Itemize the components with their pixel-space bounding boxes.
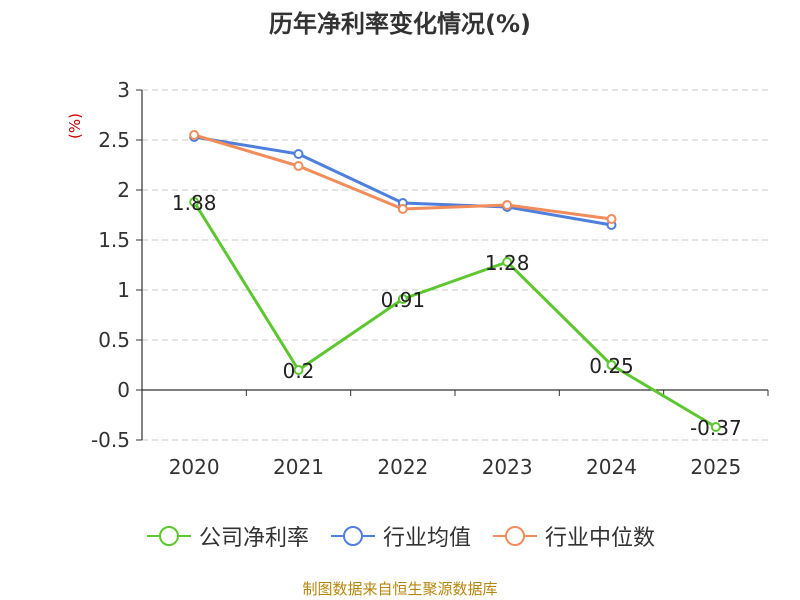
y-tick-label: -0.5: [91, 428, 130, 452]
data-point[interactable]: [189, 197, 200, 207]
legend-item[interactable]: 公司净利率: [145, 520, 309, 552]
data-point[interactable]: [397, 294, 408, 304]
x-tick-label: 2023: [482, 455, 533, 479]
line-chart: 32.521.510.50-0.5 2020 2021 2022 2023 2024 20…: [66, 78, 769, 479]
x-tick-label: 2025: [690, 455, 741, 479]
legend-item[interactable]: 行业均值: [329, 520, 471, 552]
legend-marker-icon: [330, 526, 375, 546]
legend-marker-icon: [493, 526, 537, 546]
y-tick-label: 1: [117, 278, 130, 302]
data-labels: 1.88 0.2 0.91 1.28 0.25 -0.37: [172, 191, 742, 440]
x-axis-ticks: 2020 2021 2022 2023 2024 2025: [141, 390, 769, 479]
y-tick-label: 2: [117, 178, 130, 202]
series-points: [189, 130, 721, 432]
data-point[interactable]: [293, 149, 304, 159]
y-tick-label: 1.5: [98, 228, 130, 252]
series-lines: [192, 133, 717, 429]
y-tick-label: 0.5: [98, 328, 130, 352]
x-tick-label: 2021: [273, 455, 324, 479]
data-point[interactable]: [293, 365, 304, 375]
data-label: 1.88: [172, 191, 217, 215]
data-point[interactable]: [606, 360, 617, 370]
data-label: 0.91: [381, 288, 426, 312]
legend-label: 公司净利率: [198, 526, 309, 551]
y-tick-label: 2.5: [98, 128, 130, 152]
legend-marker-icon: [146, 526, 191, 546]
data-point[interactable]: [189, 130, 200, 140]
x-tick-label: 2022: [377, 455, 428, 479]
data-label: 0.2: [283, 359, 315, 383]
y-tick-label: 3: [117, 78, 130, 102]
data-point[interactable]: [293, 161, 304, 171]
data-point[interactable]: [397, 204, 408, 214]
x-tick-label: 2020: [169, 455, 220, 479]
y-axis-ticks: 3 2.5 2 1.5 1 0.5 0 -0.5: [91, 78, 142, 452]
data-point[interactable]: [710, 422, 721, 432]
y-axis-label: (%): [66, 113, 84, 139]
y-tick-label: 0: [117, 378, 130, 402]
chart-title: 历年净利率变化情况(%): [269, 10, 531, 38]
x-tick-label: 2024: [586, 455, 637, 479]
legend-label: 行业均值: [382, 526, 471, 551]
gridlines: [142, 89, 768, 441]
data-label: 0.25: [589, 354, 634, 378]
legend: 公司净利率 行业均值 行业中位数: [0, 518, 800, 554]
data-point[interactable]: [502, 200, 513, 210]
series-line-0: [192, 201, 717, 429]
data-label: 1.28: [485, 251, 530, 275]
data-label: -0.37: [690, 416, 742, 440]
legend-item[interactable]: 行业中位数: [491, 520, 655, 552]
data-point[interactable]: [502, 257, 513, 267]
data-point[interactable]: [606, 214, 617, 224]
legend-label: 行业中位数: [545, 526, 656, 551]
source-note: 制图数据来自恒生聚源数据库: [302, 580, 498, 598]
